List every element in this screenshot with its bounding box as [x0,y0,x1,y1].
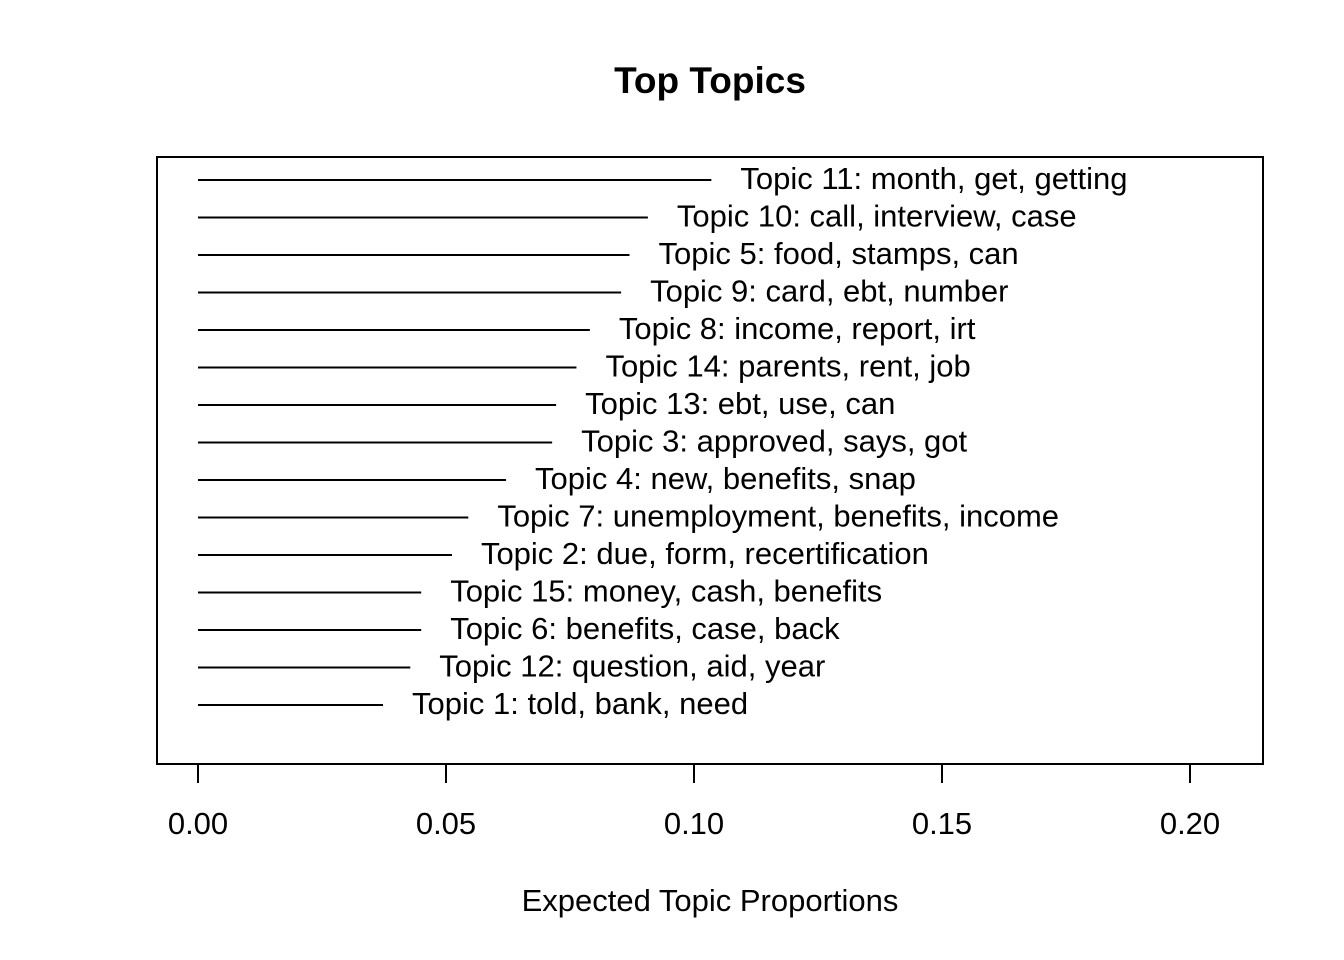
x-tick-label: 0.20 [1160,806,1220,841]
x-tick-label: 0.00 [168,806,228,841]
bar-label: Topic 8: income, report, irt [619,311,976,346]
x-tick-label: 0.05 [416,806,476,841]
bar-label: Topic 6: benefits, case, back [450,611,840,646]
bar-label: Topic 14: parents, rent, job [605,349,970,384]
x-axis-label: Expected Topic Proportions [522,883,899,918]
bar-label: Topic 12: question, aid, year [439,649,825,684]
bar-label: Topic 15: money, cash, benefits [450,574,882,609]
bar-label: Topic 10: call, interview, case [677,199,1077,234]
bar-label: Topic 7: unemployment, benefits, income [497,499,1059,534]
bar-label: Topic 13: ebt, use, can [585,386,895,421]
x-axis: 0.00 0.05 0.10 0.15 0.20 [168,763,1220,841]
x-tick-label: 0.10 [664,806,724,841]
bar-label: Topic 1: told, bank, need [412,686,748,721]
bar-label: Topic 3: approved, says, got [581,424,967,459]
bar-label: Topic 4: new, benefits, snap [535,461,916,496]
chart-title: Top Topics [614,60,806,101]
x-tick-label: 0.15 [912,806,972,841]
bar-label: Topic 9: card, ebt, number [650,274,1008,309]
bar-label: Topic 5: food, stamps, can [659,236,1019,271]
bar-label: Topic 11: month, get, getting [740,161,1127,196]
bar-label: Topic 2: due, form, recertification [481,536,929,571]
